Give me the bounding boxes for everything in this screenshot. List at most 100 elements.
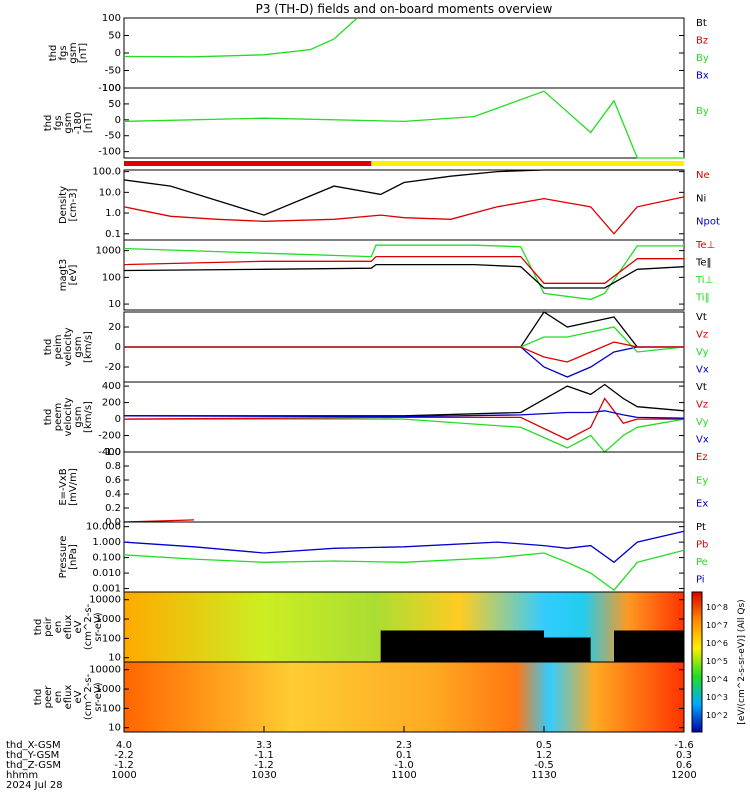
spectrogram-gap	[614, 630, 684, 662]
ytick-label: -400	[98, 447, 121, 458]
legend-Ti⊥: Ti⊥	[695, 275, 713, 286]
xaxis-value: 0.1	[396, 750, 412, 761]
xaxis-row-name: thd_X-GSM	[6, 740, 61, 751]
ylabel-line: peir	[43, 616, 54, 636]
ylabel-line: sr-eV)	[93, 612, 104, 641]
xaxis-value: -0.5	[534, 760, 554, 771]
ylabel-line: (cm^2-s-	[83, 603, 94, 650]
ytick-label: 0.4	[105, 489, 121, 500]
series-Vt	[124, 311, 684, 348]
ytick-label: 0.6	[105, 475, 121, 486]
xaxis-value: 1000	[111, 770, 136, 781]
legend-Vy: Vy	[696, 347, 709, 358]
ytick-label: 0.0	[105, 517, 121, 528]
ytick-label: 100	[102, 633, 121, 644]
ytick-label: -100	[98, 83, 121, 94]
ytick-label: 0.010	[92, 568, 121, 579]
page-title: P3 (TH-D) fields and on-board moments ov…	[256, 2, 553, 16]
series-Vx	[124, 346, 684, 378]
colorbar-tick: 10^5	[706, 657, 728, 666]
legend-Bt: Bt	[696, 18, 707, 29]
ylabel-line: eV	[73, 690, 84, 703]
ylabel-line: fgs	[58, 45, 69, 60]
ylabel-line: [nPa]	[68, 544, 79, 570]
ylabel-line: thd	[33, 619, 44, 636]
panel-frame	[123, 451, 685, 523]
xaxis-value: -2.2	[114, 750, 134, 761]
ylabel-line: Pressure	[58, 536, 69, 579]
ytick-label: 0.100	[92, 553, 121, 564]
legend-Vy: Vy	[696, 417, 709, 428]
ytick-label: 100.0	[92, 167, 121, 178]
ytick-label: 200	[102, 398, 121, 409]
legend-Vx: Vx	[696, 365, 709, 376]
ylabel-line: eV	[73, 620, 84, 633]
colorbar-tick: 10^6	[706, 639, 728, 648]
series-Ne	[123, 196, 685, 235]
xaxis-value: -1.2	[114, 760, 134, 771]
panel-efield: 1.0 0.8 0.6 0.4 0.2 0.0 E=-VxB [mV/m] Ez Ey Ex	[58, 447, 708, 528]
ytick-label: -50	[105, 131, 121, 142]
ytick-label: 10000	[89, 665, 121, 676]
panel-fgs2: 100 50 0 -50 -100 thd fgs gsm -180 [nT] By	[43, 83, 709, 159]
legend-Te⊥: Te⊥	[695, 240, 715, 251]
spectrogram-gap	[380, 630, 544, 662]
legend-Vx: Vx	[696, 435, 709, 446]
legend-Pb: Pb	[696, 540, 708, 551]
ylabel-line: peem	[53, 403, 64, 431]
xaxis-value: 0.3	[676, 750, 692, 761]
legend-Vz: Vz	[696, 330, 708, 341]
xaxis-value: 1130	[531, 770, 556, 781]
series-By	[123, 90, 684, 159]
ylabel-line: [cm-3]	[68, 188, 79, 221]
series-Te⊥	[123, 255, 684, 284]
ytick-label: 0	[115, 414, 121, 425]
xaxis-value: 1.2	[536, 750, 552, 761]
ytick-label: 0	[115, 48, 121, 59]
panel-fgs: 100 50 0 -50 -100 thd fgs gsm [nT] Bt Bz By Bx	[48, 13, 709, 94]
series-Pi	[123, 530, 685, 564]
series-Vz	[123, 397, 684, 441]
spectrogram-peer	[124, 662, 684, 732]
xaxis-value: 2.3	[396, 740, 412, 751]
ytick-label: -50	[105, 66, 121, 77]
colorbar-tick: 10^8	[706, 603, 728, 612]
series-Vy	[124, 326, 685, 353]
xaxis-value: 1030	[251, 770, 276, 781]
ylabel-line: peer	[43, 685, 54, 709]
ylabel: E=-VxB [mV/m]	[58, 468, 79, 506]
panel-peer: 10000 1000 100 10 thd peer en eflux eV (cm^2-s-sr…	[33, 661, 685, 734]
ytick-label: 0	[115, 115, 121, 126]
xaxis-value: -1.0	[394, 760, 414, 771]
ytick-label: 1.0	[105, 447, 121, 458]
xaxis-date: 2024 Jul 28	[6, 780, 63, 791]
series-Pe	[123, 549, 685, 591]
legend-Bx: Bx	[696, 71, 709, 82]
ylabel-line: en	[53, 691, 64, 704]
ylabel-line: [mV/m]	[68, 468, 79, 506]
legend-Ey: Ey	[696, 475, 708, 486]
series-Vx	[123, 410, 685, 419]
legend-Ez: Ez	[696, 452, 708, 463]
panel-peir: 10000 1000 100 10 thd peir en eflux eV (cm^2-s-sr…	[33, 591, 685, 664]
ylabel-line: eflux	[63, 615, 74, 640]
legend-Ne: Ne	[696, 170, 710, 181]
xaxis-value: 1200	[671, 770, 696, 781]
legend-Ni: Ni	[696, 193, 706, 204]
ytick-label: 10	[108, 723, 121, 734]
ylabel-line: gsm	[73, 406, 84, 427]
spectrogram-gap	[544, 637, 591, 662]
ytick-label: 0.1	[105, 229, 121, 240]
ylabel-line: eflux	[63, 685, 74, 710]
ylabel-line: [eV]	[68, 265, 79, 286]
series-Vz	[124, 341, 684, 363]
ytick-label: 50	[108, 31, 121, 42]
ylabel: thd peem velocity gsm [km/s]	[43, 397, 94, 436]
ytick-label: 0.2	[105, 503, 121, 514]
ytick-label: 1000	[96, 246, 121, 257]
colorbar-scale	[691, 591, 703, 733]
xaxis-value: 0.6	[676, 760, 692, 771]
ylabel: thd fgs gsm -180 [nT]	[43, 112, 94, 135]
ytick-label: 1000	[96, 684, 121, 695]
